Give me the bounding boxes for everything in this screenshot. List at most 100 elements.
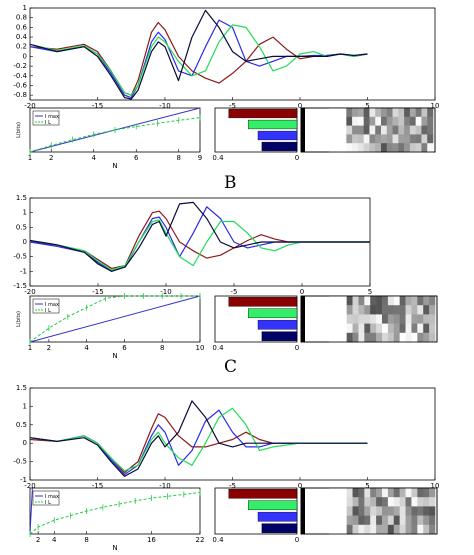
heatmap-2-cell: [376, 305, 383, 315]
heatmap-3-cell: [405, 515, 412, 526]
bar-panel-2-bar-2: [257, 319, 298, 330]
heatmap-2-cell: [358, 305, 365, 315]
heatmap-2-cell: [382, 323, 389, 334]
heatmap-3-cell: [334, 497, 342, 507]
heatmap-1-cell: [381, 108, 388, 118]
heatmap-2-cell: [423, 296, 430, 306]
heatmap-1-cell: [427, 134, 434, 144]
info-panel-2-xtick-label: 1: [28, 344, 32, 352]
info-panel-2-xlabel: N: [112, 352, 117, 360]
heatmap-2-cell: [399, 296, 406, 306]
heatmap-3-cell: [370, 488, 377, 498]
heatmap-1-cell: [375, 143, 382, 153]
info-panel-3-xlabel: N: [112, 544, 117, 552]
heatmap-1-cell: [369, 116, 376, 126]
heatmap-3-cell: [399, 524, 406, 535]
heatmap-1-cell: [386, 134, 393, 144]
heatmap-3-cell: [376, 515, 383, 526]
heatmap-2-cell: [329, 314, 336, 324]
panel-2-xtick-label: 0: [300, 288, 304, 296]
heatmap-3-cell: [399, 506, 406, 516]
bar-panel-2-bar-1: [248, 308, 298, 319]
heatmap-3-cell: [393, 506, 400, 516]
heatmap-3-cell: [382, 515, 389, 526]
heatmap-3-cell: [417, 497, 424, 507]
heatmap-2-cell: [417, 323, 424, 334]
panel-1-xtick-label: 5: [365, 102, 369, 110]
heatmap-2-cell: [423, 314, 430, 324]
heatmap-3-cell: [387, 488, 395, 498]
panel-3-xtick-label: -15: [92, 482, 103, 490]
heatmap-2-cell: [329, 305, 336, 315]
bar-panel-1-xtick-label: 0: [295, 154, 299, 162]
panel-3-series-line-3: [29, 400, 368, 477]
heatmap-1-cell: [334, 134, 341, 144]
heatmap-3-cell: [364, 524, 371, 535]
panel-3-xtick-label: 5: [365, 482, 369, 490]
panel-3-xtick-label: 0: [298, 482, 302, 490]
panel-1-ytick-label: 0: [23, 52, 27, 60]
heatmap-1-cell: [409, 125, 416, 135]
heatmap-1-cell: [381, 125, 388, 135]
heatmap-1-cell: [369, 134, 376, 144]
bar-panel-3-bar-3: [261, 523, 298, 534]
heatmap-3-cell: [352, 515, 359, 526]
heatmap-3-cell: [376, 524, 383, 535]
heatmap-1-cell: [398, 143, 405, 153]
heatmap-3-cell: [417, 488, 424, 498]
panel-3-series-line-1: [29, 409, 368, 476]
heatmap-3-cell: [358, 524, 365, 535]
heatmap-2-cell: [329, 332, 336, 343]
heatmap-3-cell: [411, 515, 418, 526]
heatmap-2-cell: [382, 296, 389, 306]
heatmap-3-cell: [399, 515, 406, 526]
panel-1-xtick-label: 10: [431, 102, 440, 110]
heatmap-1-cell: [329, 134, 336, 144]
info-panel-2-xtick-label: 10: [196, 344, 205, 352]
heatmap-3-cell: [370, 497, 377, 507]
heatmap-3-cell: [340, 497, 347, 507]
heatmap-2-cell: [399, 314, 406, 324]
heatmap-1-cell: [340, 143, 347, 153]
heatmap-1-cell: [386, 108, 393, 118]
heatmap-2-cell: [329, 323, 336, 334]
heatmap-1-cell: [381, 143, 388, 153]
panel-label-b: B: [224, 173, 237, 193]
heatmap-3-cell: [382, 497, 389, 507]
heatmap-2-cell: [405, 314, 412, 324]
heatmap-1-cell: [415, 108, 422, 118]
heatmap-2-cell: [334, 323, 342, 334]
heatmap-2-cell: [411, 305, 418, 315]
heatmap-3-cell: [393, 515, 400, 526]
heatmap-1-cell: [392, 116, 399, 126]
heatmap-2-cell: [387, 332, 395, 343]
panel-2-series-line-0: [29, 210, 370, 269]
heatmap-3-cell: [329, 515, 336, 526]
heatmap-3-cell: [417, 506, 424, 516]
heatmap-2-cell: [382, 305, 389, 315]
heatmap-2-cell: [364, 296, 371, 306]
heatmap-1-cell: [352, 134, 359, 144]
bar-panel-2-bar-3: [261, 331, 298, 342]
heatmap-1-cell: [415, 134, 422, 144]
heatmap-3-cell: [411, 488, 418, 498]
heatmap-1-cell: [363, 116, 370, 126]
heatmap-3-cell: [334, 515, 342, 526]
heatmap-3-cell: [429, 506, 436, 516]
panel-1-ytick-label: 0.2: [16, 43, 27, 51]
info-panel-2-xtick-label: 4: [84, 344, 89, 352]
heatmap-2-cell: [405, 305, 412, 315]
heatmap-1-cell: [381, 134, 388, 144]
heatmap-2-cell: [329, 296, 336, 306]
heatmap-3-cell: [370, 524, 377, 535]
heatmap-3-cell: [382, 488, 389, 498]
heatmap-2-cell: [393, 296, 400, 306]
bar-panel-1-bar-0: [228, 108, 298, 119]
heatmap-2-cell: [423, 332, 430, 343]
heatmap-2-cell: [399, 305, 406, 315]
heatmap-3-cell: [358, 497, 365, 507]
heatmap-3-cell: [411, 497, 418, 507]
heatmap-1-cell: [363, 143, 370, 153]
panel-3-ytick-label: 1: [23, 402, 27, 410]
panel-2-xtick-label: -10: [160, 288, 171, 296]
